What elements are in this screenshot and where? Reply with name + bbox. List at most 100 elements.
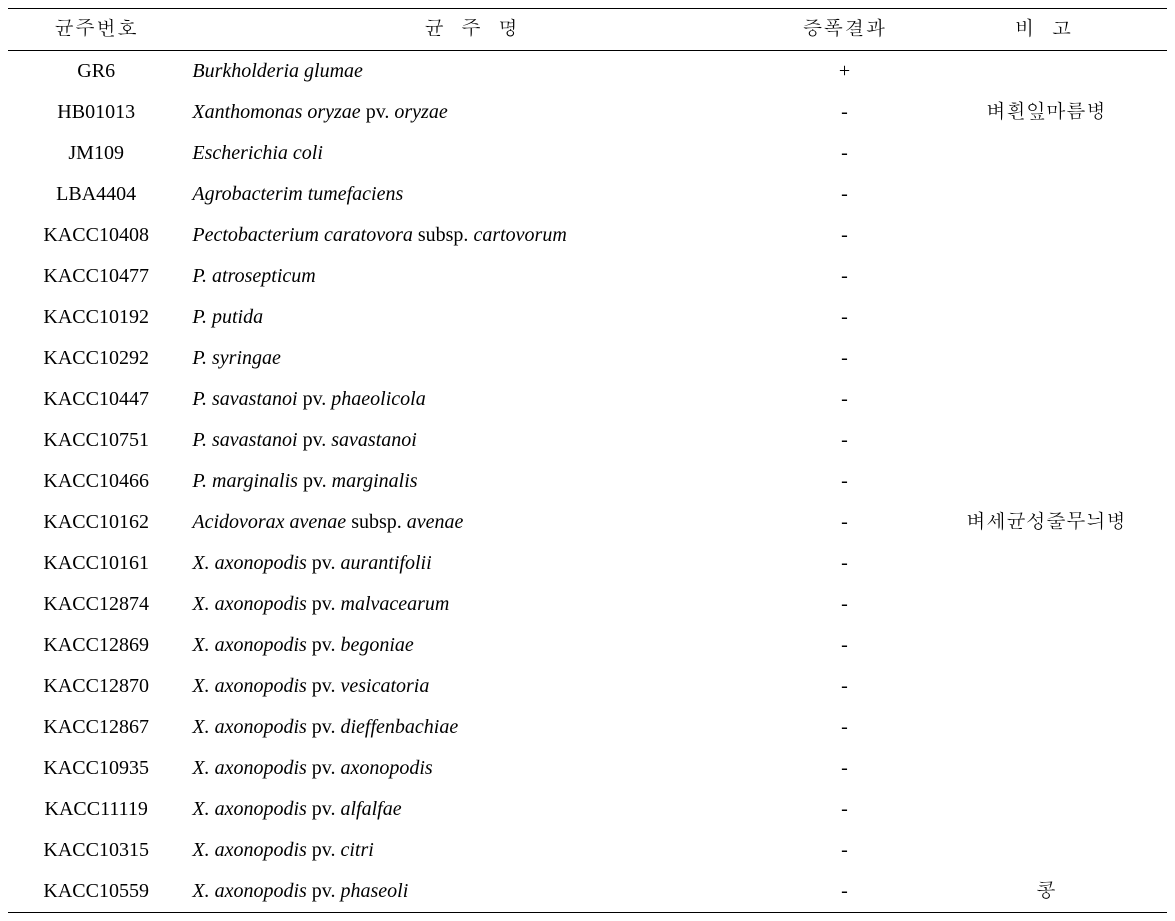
cell-strain-id: JM109 [8, 133, 184, 174]
table-row: KACC10161X. axonopodis pv. aurantifolii- [8, 543, 1167, 584]
header-amplification-result: 증폭결과 [764, 9, 925, 51]
table-row: KACC10466P. marginalis pv. marginalis- [8, 461, 1167, 502]
table-row: HB01013Xanthomonas oryzae pv. oryzae-벼흰잎… [8, 92, 1167, 133]
table-row: KACC10447P. savastanoi pv. phaeolicola- [8, 379, 1167, 420]
cell-strain-id: LBA4404 [8, 174, 184, 215]
cell-strain-name: X. axonopodis pv. vesicatoria [184, 666, 764, 707]
cell-strain-id: KACC11119 [8, 789, 184, 830]
cell-amplification-result: - [764, 666, 925, 707]
cell-amplification-result: - [764, 748, 925, 789]
table-row: KACC10751P. savastanoi pv. savastanoi- [8, 420, 1167, 461]
cell-amplification-result: - [764, 871, 925, 913]
table-row: KACC10477P. atrosepticum- [8, 256, 1167, 297]
cell-note [925, 666, 1167, 707]
cell-strain-name: X. axonopodis pv. dieffenbachiae [184, 707, 764, 748]
cell-strain-id: KACC12870 [8, 666, 184, 707]
table-row: KACC10162Acidovorax avenae subsp. avenae… [8, 502, 1167, 543]
cell-amplification-result: - [764, 133, 925, 174]
cell-note [925, 543, 1167, 584]
header-note: 비 고 [925, 9, 1167, 51]
cell-strain-id: KACC12867 [8, 707, 184, 748]
cell-amplification-result: - [764, 707, 925, 748]
cell-note [925, 789, 1167, 830]
cell-strain-id: KACC10315 [8, 830, 184, 871]
cell-note [925, 748, 1167, 789]
cell-note: 콩 [925, 871, 1167, 913]
table-row: KACC12867X. axonopodis pv. dieffenbachia… [8, 707, 1167, 748]
cell-note [925, 379, 1167, 420]
table-row: KACC12874X. axonopodis pv. malvacearum- [8, 584, 1167, 625]
cell-amplification-result: - [764, 379, 925, 420]
cell-note [925, 707, 1167, 748]
cell-strain-id: KACC10162 [8, 502, 184, 543]
table-row: KACC10292P. syringae- [8, 338, 1167, 379]
cell-strain-name: X. axonopodis pv. aurantifolii [184, 543, 764, 584]
cell-strain-name: P. syringae [184, 338, 764, 379]
cell-note [925, 420, 1167, 461]
cell-note [925, 830, 1167, 871]
cell-amplification-result: - [764, 625, 925, 666]
cell-strain-id: KACC10408 [8, 215, 184, 256]
cell-note [925, 215, 1167, 256]
cell-note [925, 256, 1167, 297]
cell-strain-name: Escherichia coli [184, 133, 764, 174]
table-row: KACC10408Pectobacterium caratovora subsp… [8, 215, 1167, 256]
cell-amplification-result: - [764, 461, 925, 502]
cell-strain-id: KACC12869 [8, 625, 184, 666]
table-row: KACC10935X. axonopodis pv. axonopodis- [8, 748, 1167, 789]
table-row: KACC12870X. axonopodis pv. vesicatoria- [8, 666, 1167, 707]
cell-amplification-result: - [764, 502, 925, 543]
table-body: GR6Burkholderia glumae+HB01013Xanthomona… [8, 51, 1167, 913]
cell-strain-name: X. axonopodis pv. alfalfae [184, 789, 764, 830]
cell-note [925, 625, 1167, 666]
cell-note: 벼흰잎마름병 [925, 92, 1167, 133]
cell-strain-name: Burkholderia glumae [184, 51, 764, 93]
cell-strain-name: Acidovorax avenae subsp. avenae [184, 502, 764, 543]
cell-strain-name: P. marginalis pv. marginalis [184, 461, 764, 502]
cell-amplification-result: - [764, 584, 925, 625]
cell-amplification-result: + [764, 51, 925, 93]
table-row: JM109Escherichia coli- [8, 133, 1167, 174]
cell-strain-name: X. axonopodis pv. begoniae [184, 625, 764, 666]
cell-strain-name: P. savastanoi pv. phaeolicola [184, 379, 764, 420]
cell-strain-id: HB01013 [8, 92, 184, 133]
table-row: KACC10192P. putida- [8, 297, 1167, 338]
cell-strain-name: Pectobacterium caratovora subsp. cartovo… [184, 215, 764, 256]
cell-strain-id: KACC10447 [8, 379, 184, 420]
cell-strain-name: P. putida [184, 297, 764, 338]
cell-strain-id: KACC12874 [8, 584, 184, 625]
cell-strain-id: KACC10161 [8, 543, 184, 584]
table-row: KACC11119X. axonopodis pv. alfalfae- [8, 789, 1167, 830]
cell-note [925, 174, 1167, 215]
cell-amplification-result: - [764, 174, 925, 215]
table-header-row: 균주번호 균 주 명 증폭결과 비 고 [8, 9, 1167, 51]
cell-note: 벼세균성줄무늬병 [925, 502, 1167, 543]
table-row: KACC10559X. axonopodis pv. phaseoli-콩 [8, 871, 1167, 913]
cell-strain-id: KACC10292 [8, 338, 184, 379]
table-row: LBA4404Agrobacterim tumefaciens- [8, 174, 1167, 215]
cell-note [925, 51, 1167, 93]
cell-amplification-result: - [764, 420, 925, 461]
cell-note [925, 297, 1167, 338]
cell-note [925, 584, 1167, 625]
table-row: GR6Burkholderia glumae+ [8, 51, 1167, 93]
cell-amplification-result: - [764, 338, 925, 379]
header-strain-id: 균주번호 [8, 9, 184, 51]
cell-amplification-result: - [764, 543, 925, 584]
cell-amplification-result: - [764, 92, 925, 133]
cell-note [925, 338, 1167, 379]
cell-amplification-result: - [764, 789, 925, 830]
cell-strain-name: P. atrosepticum [184, 256, 764, 297]
cell-note [925, 133, 1167, 174]
cell-note [925, 461, 1167, 502]
cell-strain-id: KACC10477 [8, 256, 184, 297]
cell-amplification-result: - [764, 830, 925, 871]
cell-strain-name: X. axonopodis pv. malvacearum [184, 584, 764, 625]
table-row: KACC12869X. axonopodis pv. begoniae- [8, 625, 1167, 666]
cell-strain-id: KACC10559 [8, 871, 184, 913]
cell-strain-name: Xanthomonas oryzae pv. oryzae [184, 92, 764, 133]
cell-strain-id: GR6 [8, 51, 184, 93]
cell-strain-name: X. axonopodis pv. phaseoli [184, 871, 764, 913]
table-row: KACC10315X. axonopodis pv. citri- [8, 830, 1167, 871]
cell-strain-id: KACC10192 [8, 297, 184, 338]
